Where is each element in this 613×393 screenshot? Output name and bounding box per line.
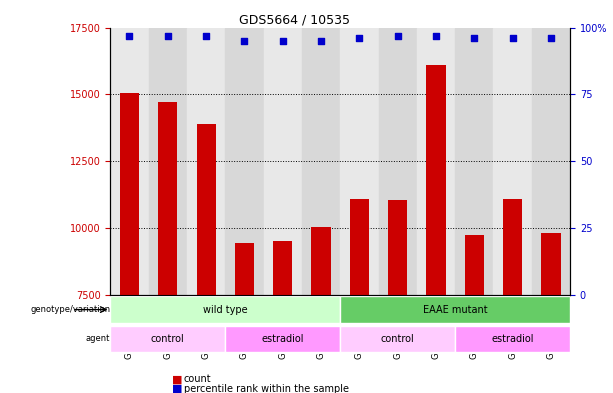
Bar [350,198,369,295]
Bar [388,200,407,295]
Bar [378,28,417,295]
Text: ■: ■ [172,384,182,393]
Bar [311,227,330,295]
FancyBboxPatch shape [340,326,455,352]
Bar [427,65,446,295]
Point [470,35,479,41]
Text: count: count [184,374,211,384]
Bar [264,28,302,295]
Point [393,32,403,39]
FancyBboxPatch shape [455,326,570,352]
Point [508,35,517,41]
FancyBboxPatch shape [340,296,570,323]
Bar [197,124,216,295]
Bar [531,28,570,295]
Bar [273,241,292,295]
Point [431,32,441,39]
Text: percentile rank within the sample: percentile rank within the sample [184,384,349,393]
Point [278,38,287,44]
Bar [417,28,455,295]
Text: GDS5664 / 10535: GDS5664 / 10535 [239,13,350,26]
Bar [503,198,522,295]
Bar [158,102,177,295]
Point [124,32,134,39]
Bar [465,235,484,295]
Text: ■: ■ [172,374,182,384]
Point [163,32,173,39]
Bar [148,28,187,295]
FancyBboxPatch shape [110,296,340,323]
Bar [493,28,531,295]
Bar [541,233,560,295]
Bar [455,28,493,295]
Bar [226,28,264,295]
Text: estradiol: estradiol [262,334,304,344]
Text: control: control [151,334,185,344]
Text: estradiol: estradiol [492,334,534,344]
Text: agent: agent [86,334,110,343]
Text: control: control [381,334,414,344]
Bar [235,243,254,295]
FancyBboxPatch shape [110,326,226,352]
Point [354,35,364,41]
Point [240,38,249,44]
Bar [120,93,139,295]
Text: wild type: wild type [203,305,248,314]
Point [316,38,326,44]
Text: EAAE mutant: EAAE mutant [423,305,487,314]
Bar [187,28,226,295]
Bar [110,28,148,295]
Point [201,32,211,39]
Point [546,35,556,41]
Bar [340,28,378,295]
Bar [302,28,340,295]
Text: genotype/variation: genotype/variation [30,305,110,314]
FancyBboxPatch shape [226,326,340,352]
